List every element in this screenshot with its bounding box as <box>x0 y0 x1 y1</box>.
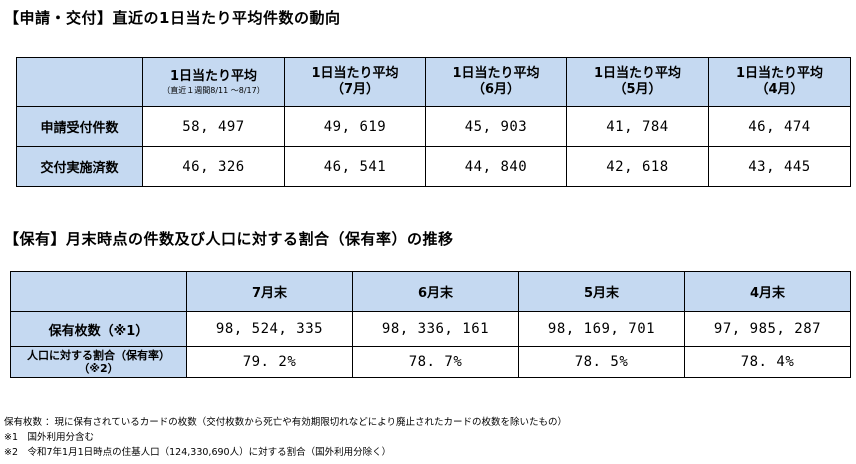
footnote: ※2 令和7年1月1日時点の住基人口（124,330,690人）に対する割合（国… <box>4 447 392 458</box>
row-label-line: 人口に対する割合（保有率） <box>27 349 170 362</box>
table-cell: 46, 541 <box>284 146 426 187</box>
column-header: 1日当たり平均 （7月） <box>284 57 426 107</box>
table-cell: 45, 903 <box>425 106 567 147</box>
table-cell: 44, 840 <box>425 146 567 187</box>
column-header-sublabel: （直近１週間8/11 ～8/17） <box>162 85 265 95</box>
row-label: 人口に対する割合（保有率） （※2） <box>10 346 187 378</box>
column-header-label: 1日当たり平均 <box>593 66 682 81</box>
column-header: 1日当たり平均 （直近１週間8/11 ～8/17） <box>142 57 285 107</box>
footnote: 保有枚数 ：現に保有されているカードの枚数（交付枚数から死亡や有効期限切れなどに… <box>4 417 568 428</box>
column-header: 4月末 <box>684 271 851 312</box>
table-cell: 46, 474 <box>708 106 851 147</box>
row-label: 保有枚数（※1） <box>10 311 187 347</box>
section-title-application: 【申請・交付】直近の1日当たり平均件数の動向 <box>4 9 341 27</box>
table-cell: 78. 5% <box>518 346 685 378</box>
column-header: 5月末 <box>518 271 685 312</box>
footnotes: 保有枚数 ：現に保有されているカードの枚数（交付枚数から死亡や有効期限切れなどに… <box>4 415 567 460</box>
table-cell: 98, 169, 701 <box>518 311 685 347</box>
column-header: 1日当たり平均 （4月） <box>708 57 851 107</box>
table-cell: 79. 2% <box>186 346 353 378</box>
table-cell: 78. 4% <box>684 346 851 378</box>
column-header-sublabel: （4月） <box>755 82 804 97</box>
table-cell: 42, 618 <box>566 146 709 187</box>
column-header-label: 1日当たり平均 <box>169 68 258 84</box>
column-header-label: 1日当たり平均 <box>735 66 824 81</box>
column-header: 7月末 <box>186 271 353 312</box>
daily-average-table: 1日当たり平均 （直近１週間8/11 ～8/17） 1日当たり平均 （7月） 1… <box>16 57 851 187</box>
row-label: 申請受付件数 <box>16 106 143 147</box>
table-cell: 98, 524, 335 <box>186 311 353 347</box>
table-header-row: 7月末 6月末 5月末 4月末 <box>10 271 851 312</box>
column-header: 1日当たり平均 （5月） <box>566 57 709 107</box>
column-header-label: 1日当たり平均 <box>452 66 540 81</box>
column-header-sublabel: （6月） <box>471 82 521 97</box>
column-header-label: 1日当たり平均 <box>311 66 399 81</box>
corner-cell <box>10 271 187 312</box>
table-cell: 58, 497 <box>142 106 285 147</box>
column-header-sublabel: （5月） <box>613 82 662 97</box>
table-cell: 97, 985, 287 <box>684 311 851 347</box>
section-title-holdings: 【保有】月末時点の件数及び人口に対する割合（保有率）の推移 <box>4 230 454 248</box>
footnote: ※1 国外利用分含む <box>4 432 95 443</box>
row-label: 交付実施済数 <box>16 146 143 187</box>
table-row: 保有枚数（※1） 98, 524, 335 98, 336, 161 98, 1… <box>10 311 851 347</box>
column-header: 1日当たり平均 （6月） <box>425 57 567 107</box>
corner-cell <box>16 57 143 107</box>
row-label-line: （※2） <box>78 362 119 375</box>
table-header-row: 1日当たり平均 （直近１週間8/11 ～8/17） 1日当たり平均 （7月） 1… <box>16 57 851 107</box>
table-row: 人口に対する割合（保有率） （※2） 79. 2% 78. 7% 78. 5% … <box>10 346 851 378</box>
column-header: 6月末 <box>352 271 519 312</box>
table-cell: 49, 619 <box>284 106 426 147</box>
table-row: 申請受付件数 58, 497 49, 619 45, 903 41, 784 4… <box>16 106 851 147</box>
table-cell: 41, 784 <box>566 106 709 147</box>
table-cell: 78. 7% <box>352 346 519 378</box>
holdings-table: 7月末 6月末 5月末 4月末 保有枚数（※1） 98, 524, 335 98… <box>10 271 851 378</box>
table-cell: 46, 326 <box>142 146 285 187</box>
table-cell: 98, 336, 161 <box>352 311 519 347</box>
table-cell: 43, 445 <box>708 146 851 187</box>
column-header-sublabel: （7月） <box>330 82 380 97</box>
table-row: 交付実施済数 46, 326 46, 541 44, 840 42, 618 4… <box>16 146 851 187</box>
